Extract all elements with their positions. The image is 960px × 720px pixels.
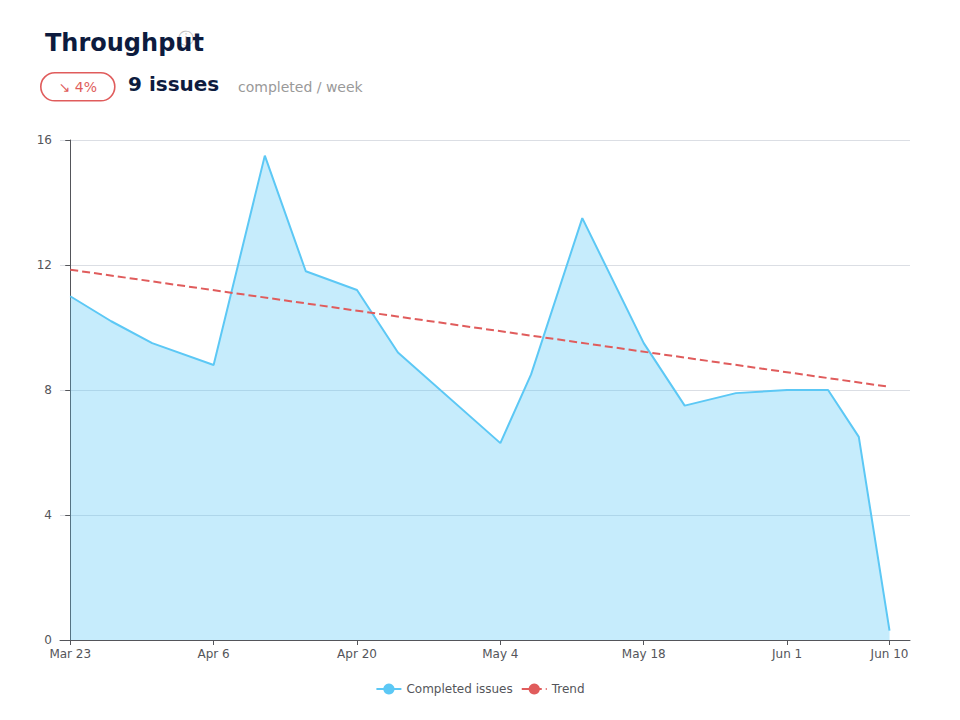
- svg-text:Jun 10: Jun 10: [870, 647, 909, 661]
- svg-text:12: 12: [37, 258, 52, 272]
- svg-text:Completed issues: Completed issues: [406, 682, 512, 696]
- svg-text:Mar 23: Mar 23: [49, 647, 91, 661]
- svg-text:Throughput: Throughput: [45, 29, 204, 57]
- svg-text:Apr 6: Apr 6: [198, 647, 230, 661]
- svg-text:Apr 20: Apr 20: [337, 647, 377, 661]
- svg-text:↘ 4%: ↘ 4%: [59, 79, 97, 95]
- svg-text:16: 16: [37, 133, 52, 147]
- svg-text:0: 0: [44, 633, 52, 647]
- svg-text:Trend: Trend: [551, 682, 585, 696]
- svg-text:completed / week: completed / week: [238, 79, 364, 95]
- svg-text:8: 8: [44, 383, 52, 397]
- svg-text:May 18: May 18: [622, 647, 666, 661]
- svg-text:Jun 1: Jun 1: [771, 647, 802, 661]
- svg-text:May 4: May 4: [482, 647, 518, 661]
- svg-text:9 issues: 9 issues: [128, 72, 219, 96]
- svg-text:4: 4: [44, 508, 52, 522]
